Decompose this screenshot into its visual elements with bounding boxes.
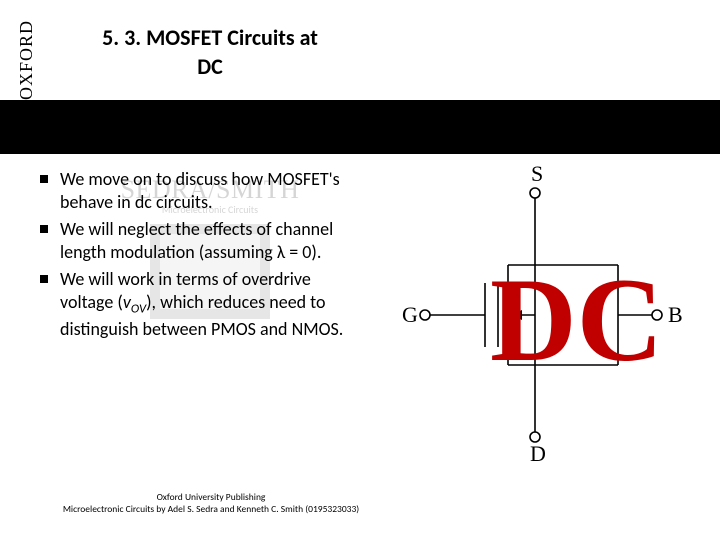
label-b: B xyxy=(668,302,683,327)
bullet-list: We move on to discuss how MOSFET's behav… xyxy=(38,168,368,345)
bullet-2: We will neglect the effects of channel l… xyxy=(38,218,368,264)
mosfet-diagram: S G B D DC xyxy=(400,165,690,465)
footer-line2: Microelectronic Circuits by Adel S. Sedr… xyxy=(46,504,376,516)
divider-bar xyxy=(0,100,720,154)
label-s: S xyxy=(531,165,543,186)
footer: Oxford University Publishing Microelectr… xyxy=(46,492,376,516)
bullet-3: We will work in terms of overdrive volta… xyxy=(38,268,368,341)
slide-title: 5. 3. MOSFET Circuits at DC xyxy=(60,24,360,81)
publisher-logo: OXFORD UNIVERSITY PRESS xyxy=(8,20,44,110)
logo-main: OXFORD xyxy=(16,20,37,100)
dc-overlay: DC xyxy=(490,253,663,386)
label-g: G xyxy=(402,302,418,327)
label-d: D xyxy=(530,441,546,465)
bullet-1: We move on to discuss how MOSFET's behav… xyxy=(38,168,368,214)
title-line2: DC xyxy=(60,53,360,82)
title-line1: 5. 3. MOSFET Circuits at xyxy=(60,24,360,53)
